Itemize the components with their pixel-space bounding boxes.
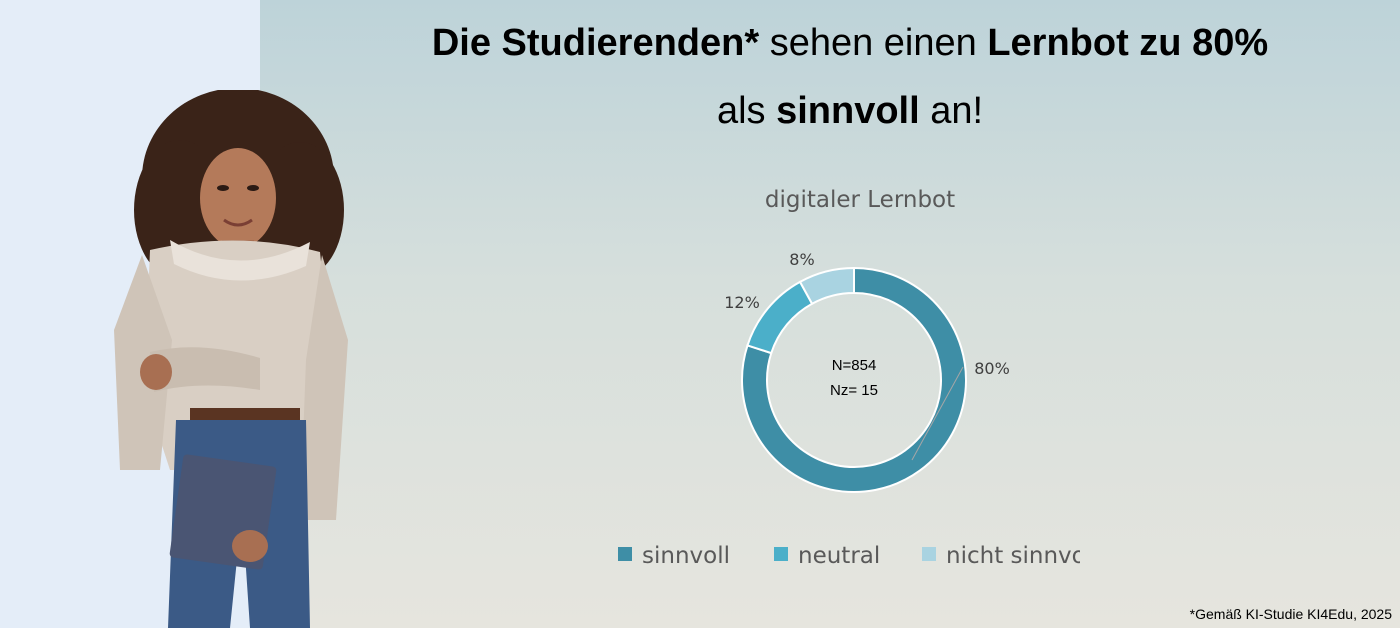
chart-legend: sinnvoll neutral nicht sinnvoll bbox=[618, 543, 1080, 569]
donut-chart: digitaler Lernbot 80% 12% 8% N=854 Nz= 1… bbox=[618, 187, 1080, 569]
footnote: *Gemäß KI-Studie KI4Edu, 2025 bbox=[1189, 606, 1392, 622]
data-label-sinnvoll: 80% bbox=[974, 359, 1010, 378]
data-label-nicht-sinnvoll: 8% bbox=[789, 250, 814, 269]
donut-slice-sinnvoll bbox=[741, 266, 967, 493]
legend-label-nicht-sinnvoll: nicht sinnvoll bbox=[946, 543, 1080, 569]
headline-line-2: als sinnvoll an! bbox=[300, 86, 1400, 136]
headline-bold-2: Lernbot zu 80% bbox=[987, 22, 1269, 64]
headline-bold-1: Die Studierenden* bbox=[431, 22, 760, 64]
legend-swatch-sinnvoll bbox=[618, 547, 632, 561]
student-photo bbox=[114, 90, 348, 628]
legend-label-neutral: neutral bbox=[798, 543, 880, 569]
donut-slice-nicht-sinnvoll bbox=[798, 266, 855, 306]
headline-text-1: sehen einen bbox=[759, 22, 988, 64]
chart-title: digitaler Lernbot bbox=[765, 187, 955, 213]
legend-swatch-nicht-sinnvoll bbox=[922, 547, 936, 561]
center-text-nz: Nz= 15 bbox=[830, 382, 878, 399]
headline-text-2: als bbox=[716, 90, 777, 132]
leader-line bbox=[911, 366, 964, 461]
slide-background bbox=[260, 0, 1400, 628]
headline-text-3: an! bbox=[919, 90, 984, 132]
legend-label-sinnvoll: sinnvoll bbox=[642, 543, 730, 569]
headline-line-1: Die Studierenden* sehen einen Lernbot zu… bbox=[300, 18, 1400, 68]
donut-slices bbox=[741, 266, 967, 493]
legend-swatch-neutral bbox=[774, 547, 788, 561]
headline-bold-3: sinnvoll bbox=[776, 90, 920, 132]
data-label-neutral: 12% bbox=[724, 293, 760, 312]
center-text-n: N=854 bbox=[832, 357, 877, 374]
